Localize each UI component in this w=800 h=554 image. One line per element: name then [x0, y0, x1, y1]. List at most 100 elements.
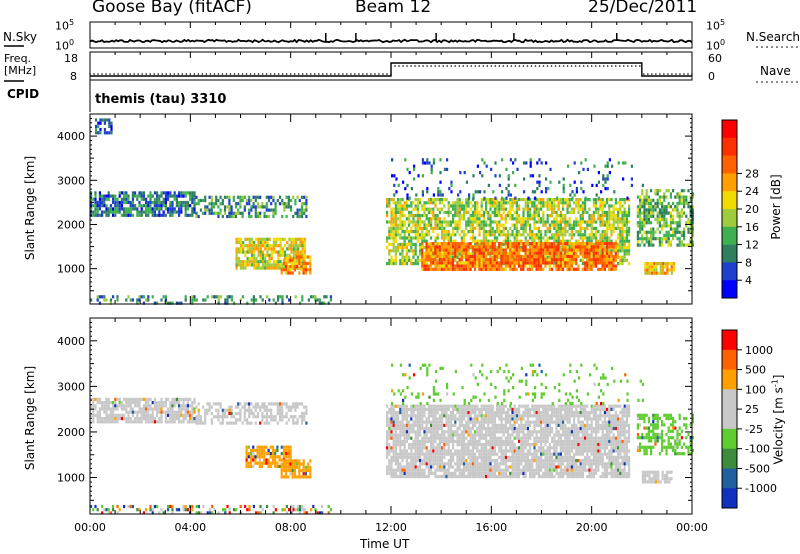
- heatmap-cell: [140, 207, 143, 211]
- heatmap-cell: [210, 405, 213, 409]
- heatmap-cell: [180, 407, 183, 411]
- heatmap-cell: [239, 237, 243, 241]
- heatmap-cell: [619, 233, 622, 237]
- heatmap-cell: [116, 298, 119, 302]
- heatmap-cell: [397, 226, 400, 230]
- heatmap-cell: [419, 217, 422, 221]
- heatmap-cell: [388, 459, 391, 463]
- heatmap-cell: [215, 211, 218, 215]
- heatmap-cell: [274, 205, 277, 209]
- heatmap-cell: [134, 420, 137, 424]
- heatmap-cell: [438, 207, 441, 211]
- heatmap-cell: [460, 251, 463, 255]
- heatmap-cell: [259, 211, 262, 215]
- heatmap-cell: [469, 254, 472, 259]
- heatmap-cell: [158, 207, 161, 211]
- heatmap-cell: [564, 242, 567, 246]
- heatmap-cell: [478, 264, 481, 268]
- heatmap-cell: [291, 472, 294, 476]
- heatmap-cell: [595, 239, 598, 243]
- heatmap-cell: [568, 239, 571, 243]
- heatmap-cell: [221, 408, 224, 412]
- heatmap-cell: [553, 226, 556, 230]
- heatmap-cell: [247, 464, 250, 468]
- heatmap-cell: [443, 236, 446, 240]
- heatmap-cell: [526, 201, 529, 205]
- heatmap-cell: [138, 407, 141, 411]
- heatmap-cell: [482, 233, 485, 237]
- heatmap-cell: [447, 214, 450, 218]
- heatmap-cell: [392, 262, 395, 266]
- heatmap-cell: [399, 252, 402, 256]
- heatmap-cell: [531, 258, 534, 262]
- heatmap-cell: [447, 267, 450, 271]
- heatmap-cell: [680, 230, 683, 234]
- heatmap-cell: [193, 420, 196, 424]
- heatmap-cell: [590, 242, 593, 246]
- heatmap-cell: [167, 194, 170, 198]
- heatmap-cell: [667, 240, 670, 244]
- heatmap-cell: [219, 195, 222, 199]
- heatmap-cell: [489, 254, 492, 259]
- heatmap-cell: [397, 420, 400, 424]
- heatmap-cell: [302, 465, 305, 469]
- heatmap-cell: [592, 198, 595, 202]
- heatmap-cell: [525, 161, 528, 165]
- heatmap-cell: [654, 237, 657, 241]
- nave-point: [285, 73, 288, 75]
- heatmap-cell: [483, 190, 486, 194]
- heatmap-cell: [562, 217, 565, 221]
- heatmap-cell: [397, 204, 400, 208]
- heatmap-cell: [434, 204, 437, 208]
- heatmap-cell: [538, 183, 541, 187]
- heatmap-cell: [641, 227, 644, 231]
- heatmap-cell: [92, 204, 95, 208]
- heatmap-cell: [528, 264, 532, 268]
- heatmap-cell: [588, 267, 591, 271]
- heatmap-cell: [456, 242, 459, 246]
- heatmap-cell: [628, 242, 631, 246]
- heatmap-cell: [440, 264, 444, 268]
- heatmap-cell: [180, 420, 183, 424]
- heatmap-cell: [520, 223, 523, 227]
- heatmap-cell: [259, 240, 262, 245]
- heatmap-cell: [668, 262, 671, 266]
- heatmap-cell: [498, 242, 501, 246]
- heatmap-cell: [513, 251, 516, 255]
- heatmap-cell: [427, 207, 430, 211]
- heatmap-cell: [439, 158, 442, 162]
- heatmap-cell: [249, 448, 253, 452]
- heatmap-cell: [606, 214, 609, 218]
- heatmap-cell: [610, 261, 613, 265]
- heatmap-cell: [581, 254, 584, 259]
- heatmap-cell: [599, 204, 602, 208]
- heatmap-cell: [193, 191, 196, 195]
- heatmap-cell: [191, 401, 194, 405]
- heatmap-cell: [254, 448, 257, 452]
- heatmap-cell: [566, 223, 569, 227]
- heatmap-cell: [504, 239, 507, 243]
- heatmap-cell: [258, 452, 261, 456]
- heatmap-cell: [386, 236, 389, 240]
- heatmap-cell: [419, 242, 422, 246]
- heatmap-cell: [98, 213, 101, 217]
- heatmap-cell: [469, 264, 472, 268]
- heatmap-cell: [208, 402, 211, 406]
- heatmap-cell: [302, 271, 305, 275]
- heatmap-cell: [296, 402, 299, 406]
- heatmap-cell: [289, 459, 292, 463]
- heatmap-cell: [178, 407, 181, 411]
- heatmap-cell: [665, 205, 668, 209]
- heatmap-cell: [592, 242, 595, 246]
- heatmap-cell: [559, 230, 562, 234]
- heatmap-cell: [612, 230, 615, 234]
- heatmap-cell: [265, 445, 268, 449]
- heatmap-cell: [639, 217, 642, 222]
- heatmap-cell: [566, 242, 569, 246]
- heatmap-cell: [535, 220, 538, 224]
- heatmap-cell: [305, 198, 308, 203]
- heatmap-cell: [421, 267, 424, 271]
- heatmap-cell: [399, 233, 402, 237]
- heatmap-cell: [588, 264, 591, 268]
- heatmap-cell: [296, 195, 299, 199]
